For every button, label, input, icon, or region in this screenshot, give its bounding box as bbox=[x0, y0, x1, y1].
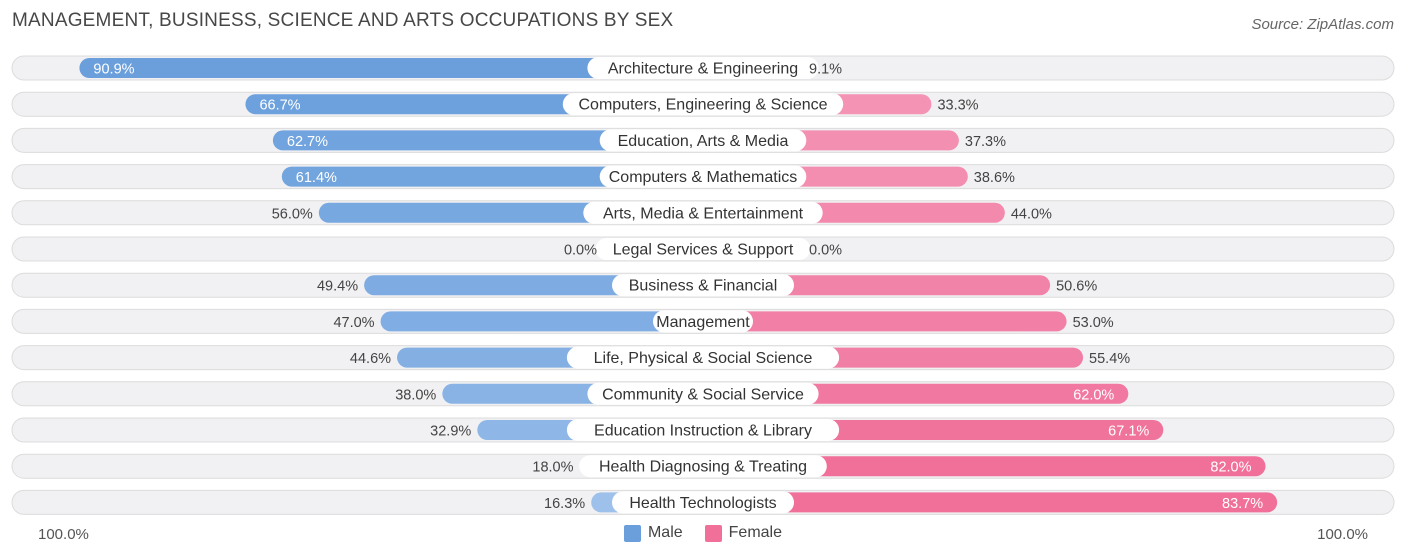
male-value-label: 47.0% bbox=[333, 315, 374, 331]
category-label: Legal Services & Support bbox=[613, 242, 794, 259]
legend-item-male: Male bbox=[623, 524, 683, 542]
category-label: Health Diagnosing & Treating bbox=[599, 459, 807, 476]
category-label-pill bbox=[599, 129, 807, 152]
bar-chart: Architecture & Engineering 90.9% 9.1% Compu… bbox=[11, 55, 1395, 515]
male-bar bbox=[380, 311, 703, 332]
category-label: Architecture & Engineering bbox=[608, 61, 798, 78]
female-value-label: 44.0% bbox=[1011, 206, 1052, 222]
male-value-label: 90.9% bbox=[93, 62, 134, 78]
category-label: Health Technologists bbox=[629, 495, 776, 512]
male-value-label: 16.3% bbox=[544, 496, 585, 512]
category-label-pill bbox=[562, 93, 844, 116]
legend-female-label: Female bbox=[728, 524, 783, 541]
male-bar bbox=[272, 130, 703, 151]
male-bar bbox=[281, 166, 703, 187]
category-label: Community & Social Service bbox=[602, 386, 804, 403]
chart-title: MANAGEMENT, BUSINESS, SCIENCE AND ARTS O… bbox=[12, 10, 674, 31]
category-label-pill bbox=[612, 274, 794, 297]
female-value-label: 67.1% bbox=[1108, 424, 1149, 440]
category-label-pill bbox=[566, 419, 840, 441]
category-label: Business & Financial bbox=[629, 278, 778, 295]
source-label: Source: ZipAtlas.com bbox=[1251, 16, 1394, 33]
category-label: Computers, Engineering & Science bbox=[578, 97, 827, 114]
female-bar bbox=[703, 492, 1278, 513]
male-value-label: 66.7% bbox=[259, 98, 300, 114]
female-value-label: 53.0% bbox=[1073, 315, 1114, 331]
category-label: Computers & Mathematics bbox=[609, 169, 798, 186]
female-value-label: 0.0% bbox=[809, 243, 842, 259]
male-value-label: 62.7% bbox=[287, 134, 328, 150]
female-value-label: 38.6% bbox=[974, 170, 1015, 186]
female-value-label: 82.0% bbox=[1210, 460, 1251, 476]
category-label: Life, Physical & Social Science bbox=[594, 350, 813, 367]
category-label-pill bbox=[583, 201, 823, 224]
category-label: Management bbox=[656, 314, 750, 331]
category-label-pill bbox=[599, 165, 807, 188]
category-label-pill bbox=[566, 346, 840, 369]
female-bar bbox=[703, 311, 1067, 332]
legend-male-label: Male bbox=[647, 524, 683, 541]
category-label-pill bbox=[579, 455, 827, 478]
male-value-label: 18.0% bbox=[532, 460, 573, 476]
male-bar bbox=[79, 58, 703, 78]
category-label-pill bbox=[587, 382, 819, 405]
legend: Male Female bbox=[0, 524, 1406, 542]
female-value-label: 62.0% bbox=[1073, 387, 1114, 403]
male-value-label: 38.0% bbox=[395, 387, 436, 403]
category-label-pill bbox=[612, 491, 794, 514]
category-label-pill bbox=[595, 238, 811, 260]
category-label: Education Instruction & Library bbox=[594, 423, 812, 440]
female-value-label: 83.7% bbox=[1222, 496, 1263, 512]
axis-right-label: 100.0% bbox=[1317, 526, 1368, 543]
male-swatch bbox=[623, 524, 641, 542]
female-swatch bbox=[704, 524, 722, 542]
male-value-label: 0.0% bbox=[564, 243, 597, 259]
female-value-label: 55.4% bbox=[1089, 351, 1130, 367]
female-value-label: 9.1% bbox=[809, 62, 842, 78]
female-value-label: 33.3% bbox=[937, 98, 978, 114]
female-value-label: 50.6% bbox=[1056, 279, 1097, 295]
male-value-label: 32.9% bbox=[430, 424, 471, 440]
male-value-label: 56.0% bbox=[272, 206, 313, 222]
axis-left-label: 100.0% bbox=[38, 526, 89, 543]
male-value-label: 49.4% bbox=[317, 279, 358, 295]
male-value-label: 61.4% bbox=[296, 170, 337, 186]
category-label: Education, Arts & Media bbox=[618, 133, 789, 150]
female-value-label: 37.3% bbox=[965, 134, 1006, 150]
category-label-pill bbox=[653, 310, 753, 333]
category-label: Arts, Media & Entertainment bbox=[603, 205, 804, 222]
male-value-label: 44.6% bbox=[350, 351, 391, 367]
category-label-pill bbox=[587, 57, 819, 79]
legend-item-female: Female bbox=[704, 524, 783, 542]
female-bar bbox=[703, 456, 1266, 477]
